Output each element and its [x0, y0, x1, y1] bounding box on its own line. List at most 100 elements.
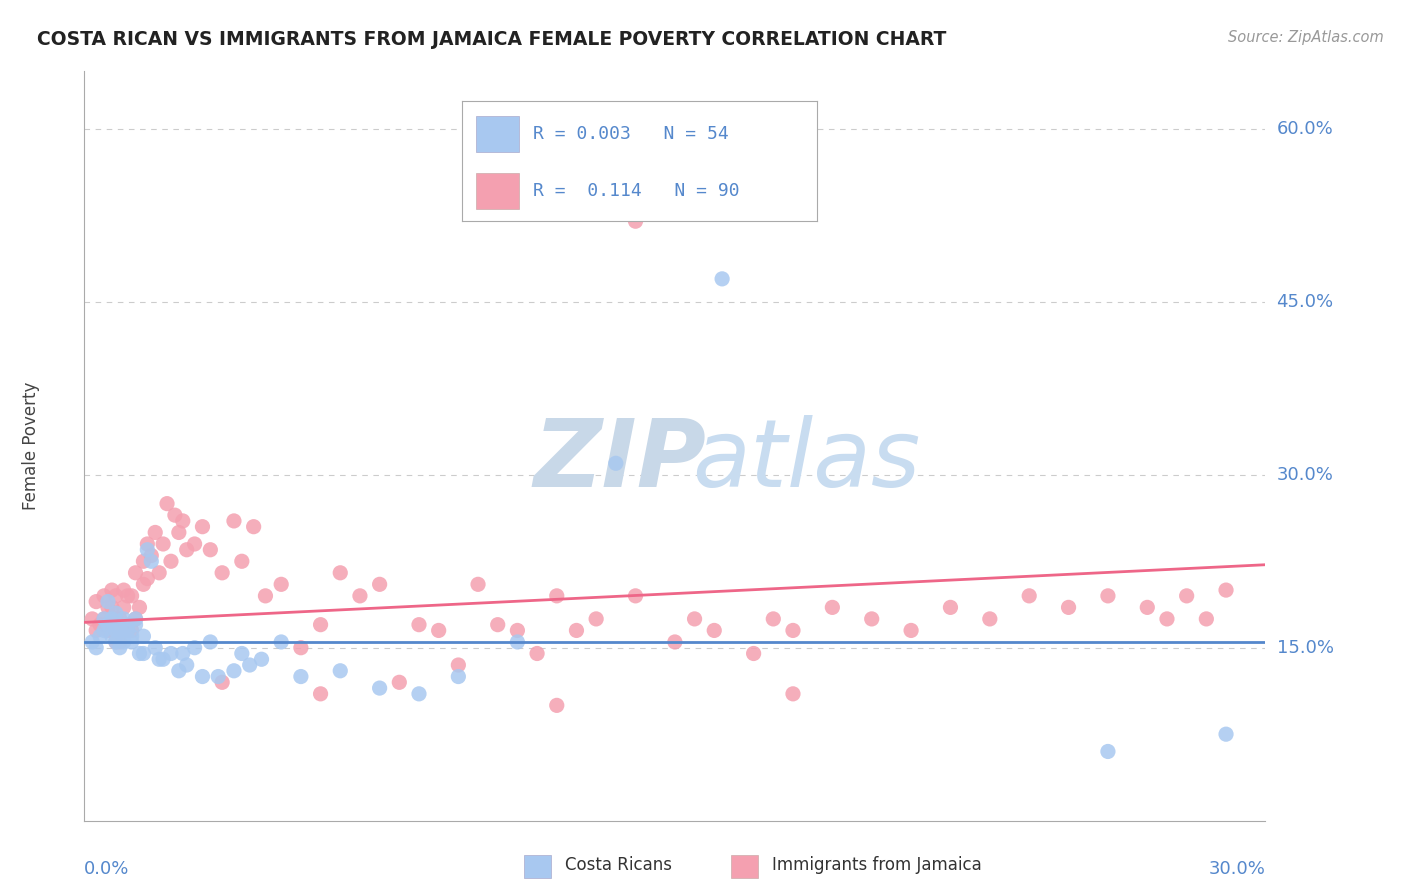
Point — [664, 635, 686, 649]
Point — [112, 635, 135, 649]
Point — [467, 577, 489, 591]
Text: 15.0%: 15.0% — [1277, 639, 1333, 657]
Point — [183, 640, 205, 655]
Point — [742, 647, 765, 661]
Point — [82, 612, 104, 626]
Point — [148, 652, 170, 666]
Point — [408, 687, 430, 701]
Point — [703, 624, 725, 638]
Point — [112, 624, 135, 638]
Point — [427, 624, 450, 638]
Point — [172, 647, 194, 661]
Point — [211, 675, 233, 690]
Point — [124, 612, 146, 626]
Point — [270, 577, 292, 591]
Point — [1057, 600, 1080, 615]
Point — [207, 669, 229, 683]
Point — [121, 589, 143, 603]
Point — [136, 542, 159, 557]
FancyBboxPatch shape — [731, 855, 758, 878]
Point — [408, 617, 430, 632]
Point — [84, 624, 107, 638]
Point — [97, 624, 120, 638]
Point — [82, 635, 104, 649]
Point — [141, 549, 163, 563]
Point — [368, 577, 391, 591]
Point — [605, 456, 627, 470]
Text: COSTA RICAN VS IMMIGRANTS FROM JAMAICA FEMALE POVERTY CORRELATION CHART: COSTA RICAN VS IMMIGRANTS FROM JAMAICA F… — [37, 30, 946, 49]
Point — [762, 612, 785, 626]
Point — [160, 554, 183, 568]
Point — [84, 640, 107, 655]
Point — [132, 577, 155, 591]
Point — [124, 617, 146, 632]
Point — [290, 669, 312, 683]
Point — [200, 635, 222, 649]
Point — [143, 525, 166, 540]
Point — [167, 664, 190, 678]
Point — [939, 600, 962, 615]
Point — [163, 508, 186, 523]
Point — [141, 554, 163, 568]
Point — [121, 635, 143, 649]
Point — [136, 572, 159, 586]
Point — [979, 612, 1001, 626]
Point — [860, 612, 883, 626]
Point — [132, 554, 155, 568]
Point — [242, 519, 264, 533]
Point — [136, 537, 159, 551]
Point — [349, 589, 371, 603]
Text: Source: ZipAtlas.com: Source: ZipAtlas.com — [1227, 30, 1384, 45]
Point — [565, 624, 588, 638]
Point — [121, 624, 143, 638]
Point — [176, 658, 198, 673]
Point — [108, 624, 131, 638]
Point — [231, 647, 253, 661]
Point — [1097, 744, 1119, 758]
Point — [148, 566, 170, 580]
Point — [506, 635, 529, 649]
Text: 0.0%: 0.0% — [84, 860, 129, 878]
Point — [101, 583, 124, 598]
Point — [1195, 612, 1218, 626]
Point — [211, 566, 233, 580]
Point — [624, 214, 647, 228]
Point — [117, 617, 139, 632]
Point — [104, 606, 127, 620]
Point — [1097, 589, 1119, 603]
Point — [506, 624, 529, 638]
Point — [1018, 589, 1040, 603]
Text: 60.0%: 60.0% — [1277, 120, 1333, 138]
Point — [167, 525, 190, 540]
Point — [1215, 727, 1237, 741]
Point — [250, 652, 273, 666]
Point — [172, 514, 194, 528]
Point — [101, 624, 124, 638]
Point — [683, 612, 706, 626]
Text: 45.0%: 45.0% — [1277, 293, 1334, 311]
Point — [117, 589, 139, 603]
FancyBboxPatch shape — [524, 855, 551, 878]
Point — [101, 629, 124, 643]
Point — [368, 681, 391, 695]
Point — [526, 647, 548, 661]
Point — [447, 669, 470, 683]
Point — [231, 554, 253, 568]
Point — [108, 635, 131, 649]
Text: 30.0%: 30.0% — [1209, 860, 1265, 878]
Point — [183, 537, 205, 551]
Point — [222, 664, 245, 678]
Point — [132, 629, 155, 643]
Point — [112, 600, 135, 615]
Point — [254, 589, 277, 603]
Text: ZIP: ZIP — [533, 415, 706, 507]
Point — [104, 612, 127, 626]
Point — [711, 272, 734, 286]
Point — [112, 583, 135, 598]
Text: 30.0%: 30.0% — [1277, 466, 1333, 483]
Point — [112, 629, 135, 643]
Point — [546, 698, 568, 713]
Point — [546, 589, 568, 603]
Point — [222, 514, 245, 528]
Point — [101, 600, 124, 615]
